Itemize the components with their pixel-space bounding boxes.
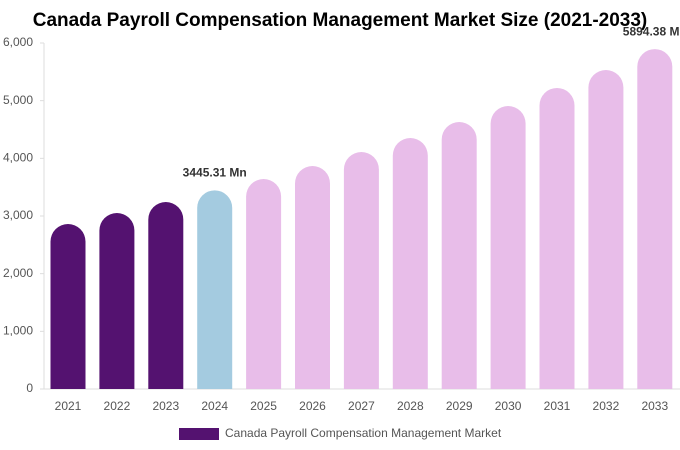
x-tick-label: 2032 xyxy=(593,399,620,413)
legend-label: Canada Payroll Compensation Management M… xyxy=(225,426,502,440)
x-tick-label: 2022 xyxy=(104,399,131,413)
bar xyxy=(343,151,379,389)
y-tick-label: 2,000 xyxy=(3,266,33,280)
y-tick-label: 1,000 xyxy=(3,324,33,338)
y-tick-label: 4,000 xyxy=(3,151,33,165)
y-tick-label: 5,000 xyxy=(3,93,33,107)
x-tick-label: 2026 xyxy=(299,399,326,413)
x-tick-label: 2024 xyxy=(201,399,228,413)
bar xyxy=(99,213,135,389)
bar xyxy=(441,122,477,389)
bar xyxy=(539,87,575,389)
chart-title: Canada Payroll Compensation Management M… xyxy=(33,10,648,31)
value-label: 5894.38 Mn xyxy=(623,24,680,38)
x-tick-label: 2027 xyxy=(348,399,375,413)
bar xyxy=(490,106,526,389)
y-tick-label: 6,000 xyxy=(3,35,33,49)
x-tick-label: 2031 xyxy=(544,399,571,413)
bar xyxy=(392,138,428,389)
x-tick-label: 2033 xyxy=(641,399,668,413)
y-tick-label: 0 xyxy=(26,381,33,395)
legend-swatch xyxy=(179,428,219,440)
y-tick-label: 3,000 xyxy=(3,208,33,222)
x-tick-label: 2023 xyxy=(152,399,179,413)
bar xyxy=(148,201,184,389)
x-tick-label: 2021 xyxy=(55,399,82,413)
bar xyxy=(295,166,330,389)
bar xyxy=(246,179,282,389)
bar xyxy=(588,70,624,390)
bar xyxy=(50,224,86,389)
value-label: 3445.31 Mn xyxy=(183,165,247,179)
x-tick-label: 2028 xyxy=(397,399,424,413)
x-tick-label: 2029 xyxy=(446,399,473,413)
bar xyxy=(197,190,233,389)
x-tick-label: 2025 xyxy=(250,399,277,413)
bar xyxy=(637,49,673,389)
x-tick-label: 2030 xyxy=(495,399,522,413)
